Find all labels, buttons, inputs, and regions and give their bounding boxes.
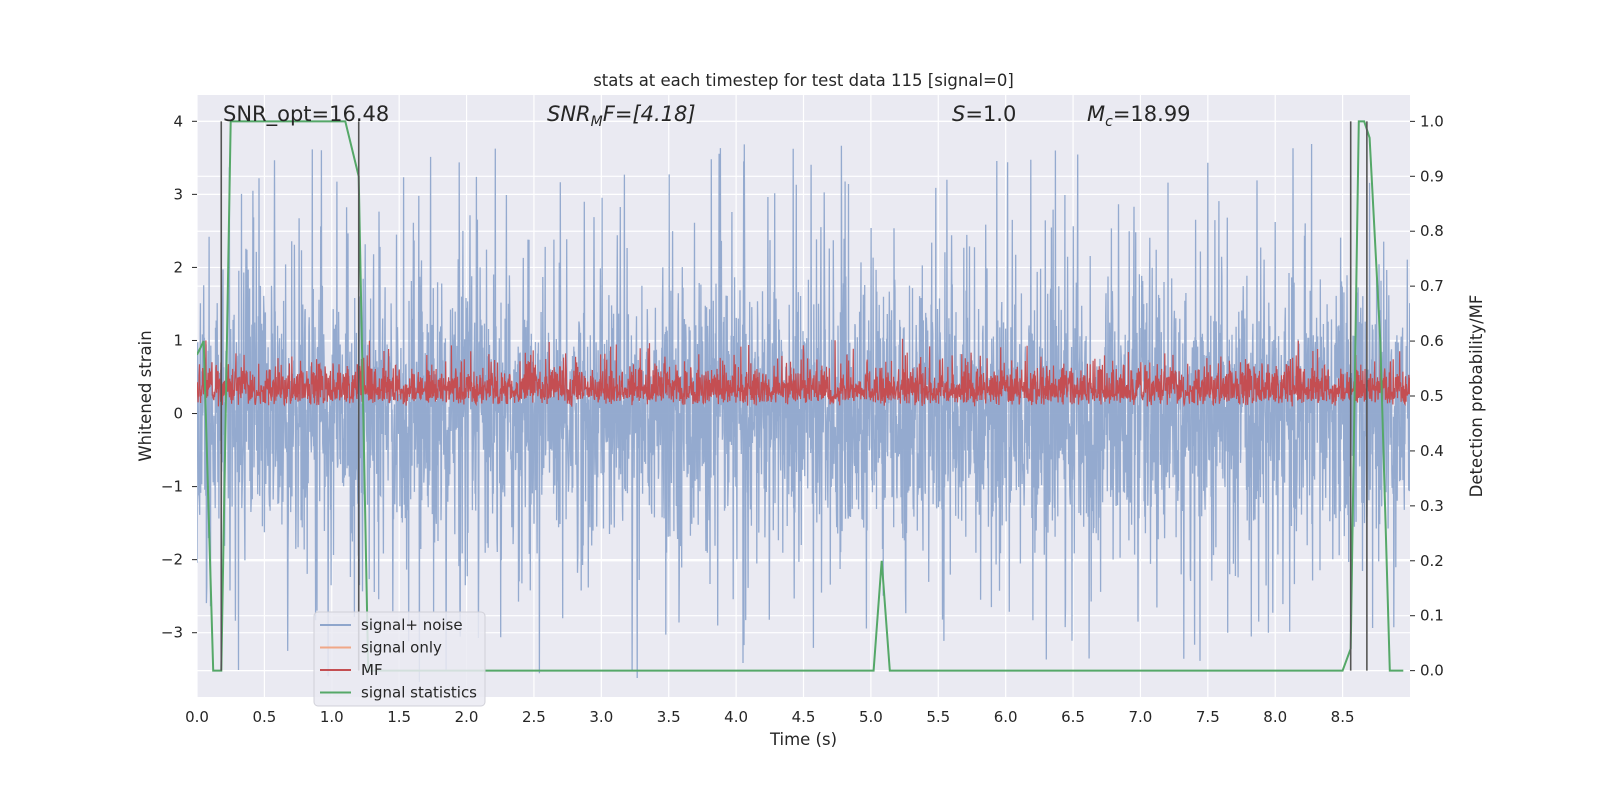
annotation-mc: Mc=18.99	[1087, 102, 1191, 130]
series-signal-statistics	[197, 120, 1404, 672]
x-tick-label: 3.0	[589, 708, 613, 726]
y-left-tick-label: 4	[173, 112, 183, 130]
legend: signal+ noise signal only MF signal statist…	[313, 611, 486, 707]
x-tick-label: 7.5	[1196, 708, 1220, 726]
y-right-tick-label: 0.3	[1420, 497, 1444, 515]
annotation-s-symbol: S	[952, 102, 965, 126]
annotation-snr-opt: SNR_opt=16.48	[223, 102, 389, 127]
chart-title: stats at each timestep for test data 115…	[593, 71, 1014, 90]
y-right-tick-label: 0.6	[1420, 332, 1444, 350]
annotation-snr-mf-subscript: M	[591, 114, 603, 130]
x-axis-ticks: 0.0 0.5 1.0 1.5 2.0 2.5 3.0 3.5 4.0 4.5 5.0 5.5 6.0 6…	[185, 708, 1354, 726]
annotation-mc-value: =18.99	[1113, 102, 1191, 126]
y-axis-right-label: Detection probability/MF	[1467, 295, 1486, 498]
series-layer	[197, 120, 1410, 683]
legend-label: signal statistics	[361, 684, 477, 702]
x-tick-label: 2.0	[455, 708, 479, 726]
x-tick-label: 4.0	[724, 708, 748, 726]
annotation-snr-mf-value: F=[4.18]	[603, 102, 696, 126]
x-tick-label: 6.5	[1061, 708, 1085, 726]
y-right-tick-label: 0.4	[1420, 442, 1444, 460]
x-tick-label: 4.5	[792, 708, 816, 726]
y-axis-right-ticks: 1.0 0.9 0.8 0.7 0.6 0.5 0.4 0.3 0.2 0.1 0.0	[1410, 112, 1444, 680]
y-left-tick-label: −1	[161, 478, 183, 496]
x-tick-label: 0.5	[252, 708, 276, 726]
x-tick-label: 1.5	[387, 708, 411, 726]
annotation-mc-symbol: M	[1087, 102, 1105, 126]
x-tick-label: 6.0	[994, 708, 1018, 726]
y-right-tick-label: 0.7	[1420, 277, 1444, 295]
y-right-tick-label: 0.1	[1420, 607, 1444, 625]
y-right-tick-label: 0.2	[1420, 552, 1444, 570]
y-left-tick-label: 3	[173, 185, 183, 203]
y-axis-left-ticks: 4 3 2 1 0 −1 −2 −3	[161, 112, 197, 642]
series-mf	[197, 338, 1410, 408]
y-left-tick-label: 2	[173, 258, 183, 276]
x-tick-label: 5.0	[859, 708, 883, 726]
x-axis-label: Time (s)	[769, 730, 837, 749]
vertical-markers	[220, 121, 1368, 671]
x-tick-label: 2.5	[522, 708, 546, 726]
legend-label: MF	[361, 661, 383, 679]
legend-label: signal only	[361, 639, 442, 657]
annotation-mc-subscript: c	[1105, 114, 1113, 130]
y-axis-left-label: Whitened strain	[136, 330, 155, 461]
annotation-s: S=1.0	[952, 102, 1016, 126]
y-right-tick-label: 0.9	[1420, 167, 1444, 185]
y-right-tick-label: 0.5	[1420, 387, 1444, 405]
y-right-tick-label: 0.8	[1420, 222, 1444, 240]
y-left-tick-label: −3	[161, 624, 183, 642]
y-left-tick-label: −2	[161, 551, 183, 569]
annotation-snr-mf-symbol: SNR	[547, 102, 591, 126]
y-left-tick-label: 0	[173, 405, 183, 423]
x-tick-label: 8.5	[1331, 708, 1355, 726]
x-tick-label: 8.0	[1263, 708, 1287, 726]
legend-label: signal+ noise	[361, 616, 463, 634]
y-right-tick-label: 0.0	[1420, 662, 1444, 680]
annotation-snr-mf: SNRMF=[4.18]	[547, 102, 696, 130]
y-right-tick-label: 1.0	[1420, 112, 1444, 130]
x-tick-label: 7.0	[1129, 708, 1153, 726]
x-tick-label: 3.5	[657, 708, 681, 726]
y-left-tick-label: 1	[173, 331, 183, 349]
x-tick-label: 5.5	[926, 708, 950, 726]
annotation-s-value: =1.0	[965, 102, 1016, 126]
x-tick-label: 1.0	[320, 708, 344, 726]
series-signal-noise	[197, 143, 1410, 683]
x-tick-label: 0.0	[185, 708, 209, 726]
legend-box	[313, 611, 486, 707]
